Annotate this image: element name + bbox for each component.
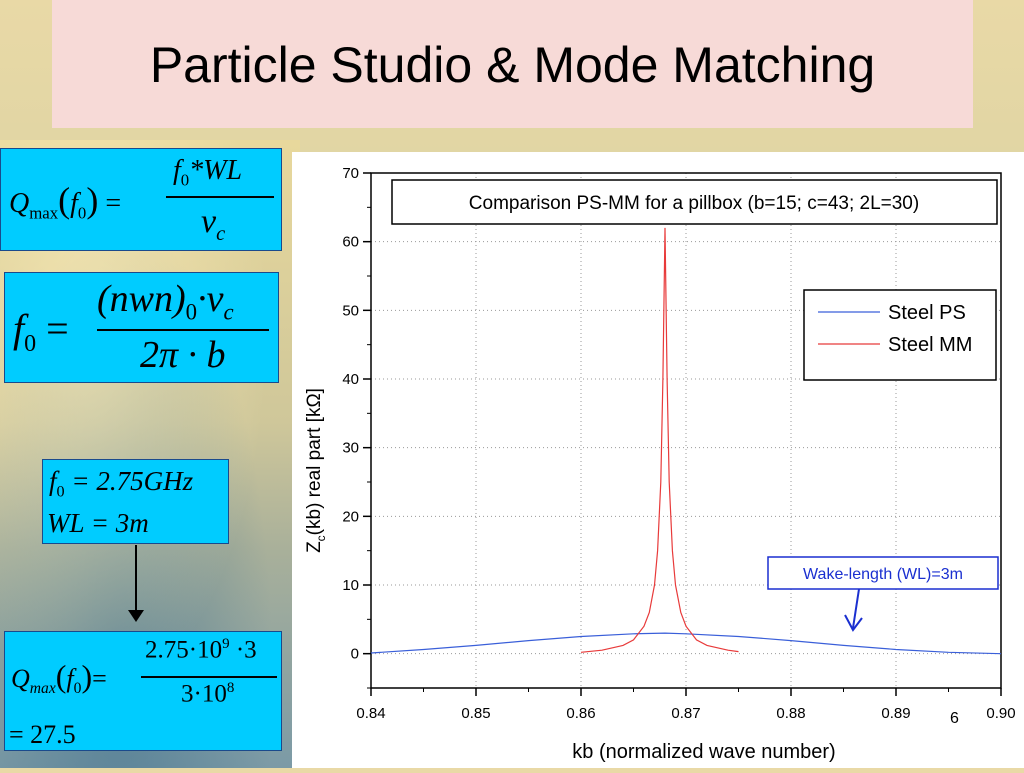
title-banner: Particle Studio & Mode Matching [52,0,973,128]
annotation-arrow-head [844,614,863,632]
wake-impedance-chart: 0.84 0.85 0.86 0.87 0.88 0.89 0.90 0 10 20 30 40 50 6… [304,165,1016,763]
chart-title-box [391,179,998,225]
slide-title: Particle Studio & Mode Matching [149,37,876,93]
plot-frame [370,172,1002,689]
x-tick-label: 0.87 [671,705,700,722]
equation-qmax-definition: Qmax(f0) = f0*WL νc [0,148,282,251]
y-tick-label: 50 [342,302,359,319]
y-tick-label: 10 [342,577,359,594]
y-tick-label: 60 [342,234,359,251]
x-tick-label: 0.88 [776,705,805,722]
x-tick-label: 0.90 [986,705,1015,722]
chart-title: Comparison PS-MM for a pillbox (b=15; c=… [469,193,919,214]
y-tick-label: 70 [342,165,359,182]
chart-panel: 0.84 0.85 0.86 0.87 0.88 0.89 0.90 0 10 20 30 40 50 6… [292,152,1024,768]
arrow-shaft [135,545,137,615]
equation-qmax-result: Qmax(f0)= 2.75·109 ·3 3·108 = 27.5 [4,631,282,751]
x-tick-label: 0.85 [461,705,490,722]
y-tick-label: 20 [342,508,359,525]
legend-box [803,289,997,381]
x-tick-label: 0.89 [881,705,910,722]
annotation-box [767,556,999,590]
x-axis-label: kb (normalized wave number) [572,741,835,763]
legend-label: Steel MM [888,334,972,356]
legend-label: Steel PS [888,302,966,324]
eq1-lhs: Q [9,188,30,219]
y-axis-label: Zc(kb) real part [kΩ] [304,388,328,553]
x-tick-label: 0.84 [356,705,385,722]
y-tick-label: 40 [342,371,359,388]
equation-f0-definition: f0 = (nwn)0·νc 2π · b [4,272,279,383]
arrow-down-icon [128,610,144,622]
annotation-label: Wake-length (WL)=3m [803,566,963,583]
y-tick-label: 0 [351,646,359,663]
series-line-steel-ps [370,632,1002,655]
page-number: 6 [950,710,959,727]
annotation-arrow-shaft [852,588,860,629]
y-tick-label: 30 [342,440,359,457]
series-line-steel-mm [580,227,739,653]
x-tick-label: 0.86 [566,705,595,722]
equation-values: f0 = 2.75GHz WL = 3m [42,459,229,544]
